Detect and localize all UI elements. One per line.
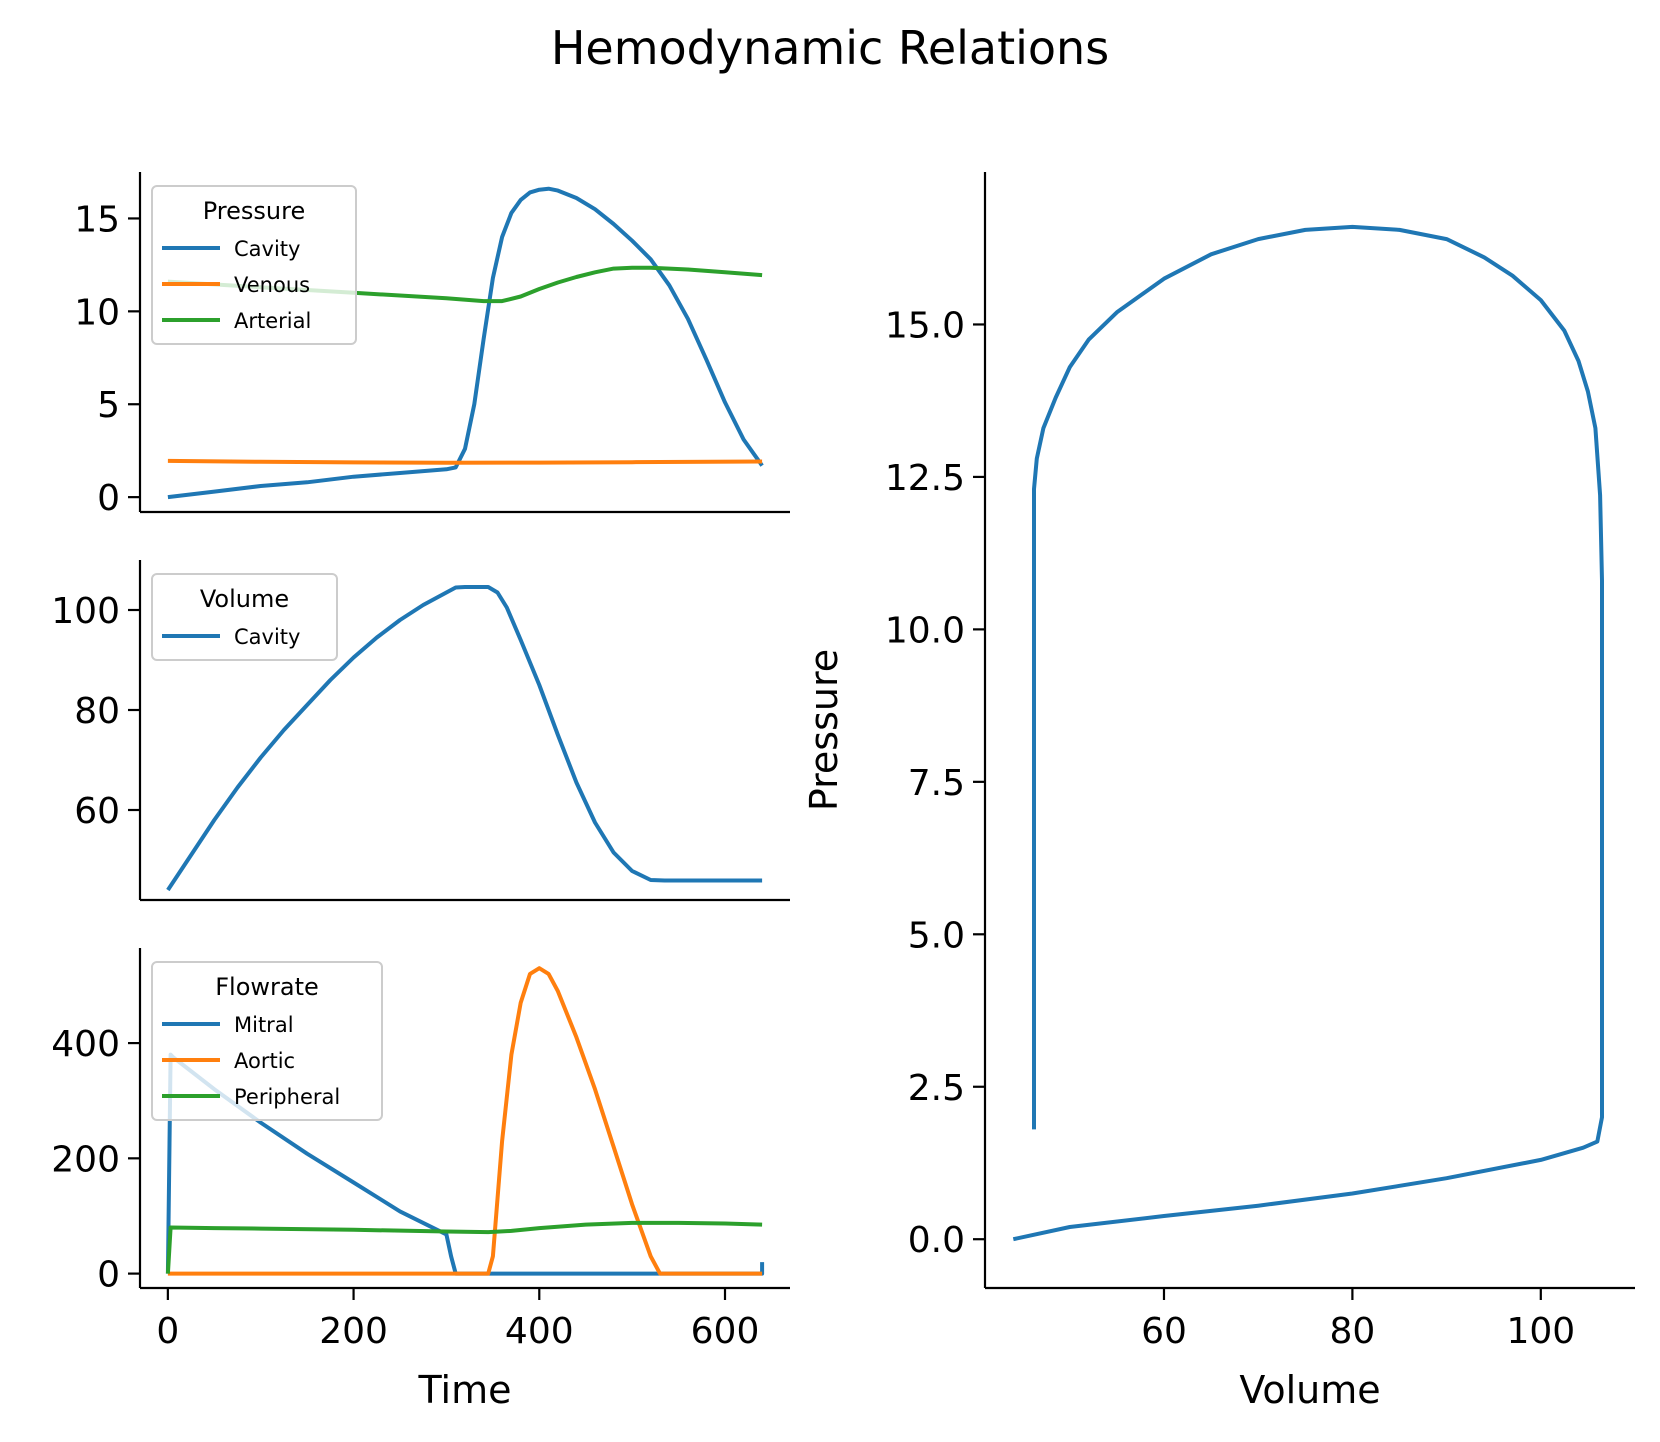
volume-panel: 60 80 100 Volume Cavity	[51, 560, 790, 902]
pressure-legend-frame	[151, 185, 357, 345]
flowrate-ytick-label: 400	[51, 1024, 120, 1065]
volume-legend-frame	[151, 573, 338, 661]
flowrate-series-aortic	[167, 966, 763, 1276]
volume-legend: Volume Cavity	[151, 573, 338, 661]
pressure-ytick-label: 15	[74, 199, 120, 240]
pressure-ytick-label: 10	[74, 292, 120, 333]
pressure-legend-title: Pressure	[203, 197, 305, 225]
flowrate-series-peripheral	[165, 1220, 763, 1274]
pressure-series-cavity	[167, 186, 764, 500]
volume-series-cavity	[166, 585, 763, 892]
pv-loop-xtick-label: 80	[1329, 1311, 1375, 1352]
pressure-series-venous	[167, 458, 763, 465]
pv-loop-y-label: Pressure	[802, 649, 846, 811]
flowrate-legend-label: Peripheral	[234, 1085, 340, 1109]
pv-loop-series-line	[1012, 224, 1604, 1242]
flowrate-panel: 0 200 400 0 200 400 600 Time Flowrate Mitral Aorti…	[51, 948, 790, 1412]
volume-ytick-label: 80	[74, 691, 120, 732]
flowrate-x-label: Time	[418, 1368, 512, 1412]
flowrate-legend: Flowrate Mitral Aortic Peripheral	[151, 961, 383, 1121]
plots: 0 5 10 15 Pressure Cavity Venous Arterial 60 80 10…	[51, 172, 1635, 1412]
flowrate-xtick-label: 200	[319, 1311, 388, 1352]
volume-ytick-label: 100	[51, 591, 120, 632]
pv-loop-ytick-label: 2.5	[908, 1068, 965, 1109]
pressure-series-arterial	[167, 265, 763, 304]
pv-loop-ytick-label: 7.5	[908, 763, 965, 804]
pressure-legend-label: Venous	[234, 273, 310, 297]
volume-ytick-label: 60	[74, 791, 120, 832]
volume-legend-label: Cavity	[234, 625, 300, 649]
flowrate-legend-label: Mitral	[234, 1013, 294, 1037]
flowrate-ytick-label: 0	[97, 1255, 120, 1296]
pressure-legend-label: Arterial	[234, 309, 311, 333]
pv-loop-panel: 0.0 2.5 5.0 7.5 10.0 12.5 15.0 60 80 100 Volume Pre…	[802, 172, 1635, 1412]
flowrate-xtick-label: 0	[156, 1311, 179, 1352]
figure-title: Hemodynamic Relations	[551, 21, 1109, 75]
flowrate-xtick-label: 600	[691, 1311, 760, 1352]
flowrate-legend-label: Aortic	[234, 1049, 295, 1073]
flowrate-legend-frame	[151, 961, 383, 1121]
pressure-ytick-label: 0	[97, 478, 120, 519]
pv-loop-ytick-label: 0.0	[908, 1220, 965, 1261]
pv-loop-xtick-label: 60	[1141, 1311, 1187, 1352]
pressure-legend: Pressure Cavity Venous Arterial	[151, 185, 357, 345]
pv-loop-x-label: Volume	[1239, 1368, 1380, 1412]
pressure-legend-label: Cavity	[234, 237, 300, 261]
flowrate-legend-title: Flowrate	[215, 973, 319, 1001]
pressure-ytick-label: 5	[97, 385, 120, 426]
pv-loop-ytick-label: 12.5	[885, 458, 965, 499]
flowrate-xtick-label: 400	[505, 1311, 574, 1352]
pv-loop-ytick-label: 5.0	[908, 915, 965, 956]
flowrate-ytick-label: 200	[51, 1139, 120, 1180]
pv-loop-ytick-label: 10.0	[885, 610, 965, 651]
pv-loop-ytick-label: 15.0	[885, 305, 965, 346]
pressure-panel: 0 5 10 15 Pressure Cavity Venous Arterial	[74, 172, 790, 519]
pv-loop-xtick-label: 100	[1506, 1311, 1575, 1352]
volume-legend-title: Volume	[200, 585, 289, 613]
